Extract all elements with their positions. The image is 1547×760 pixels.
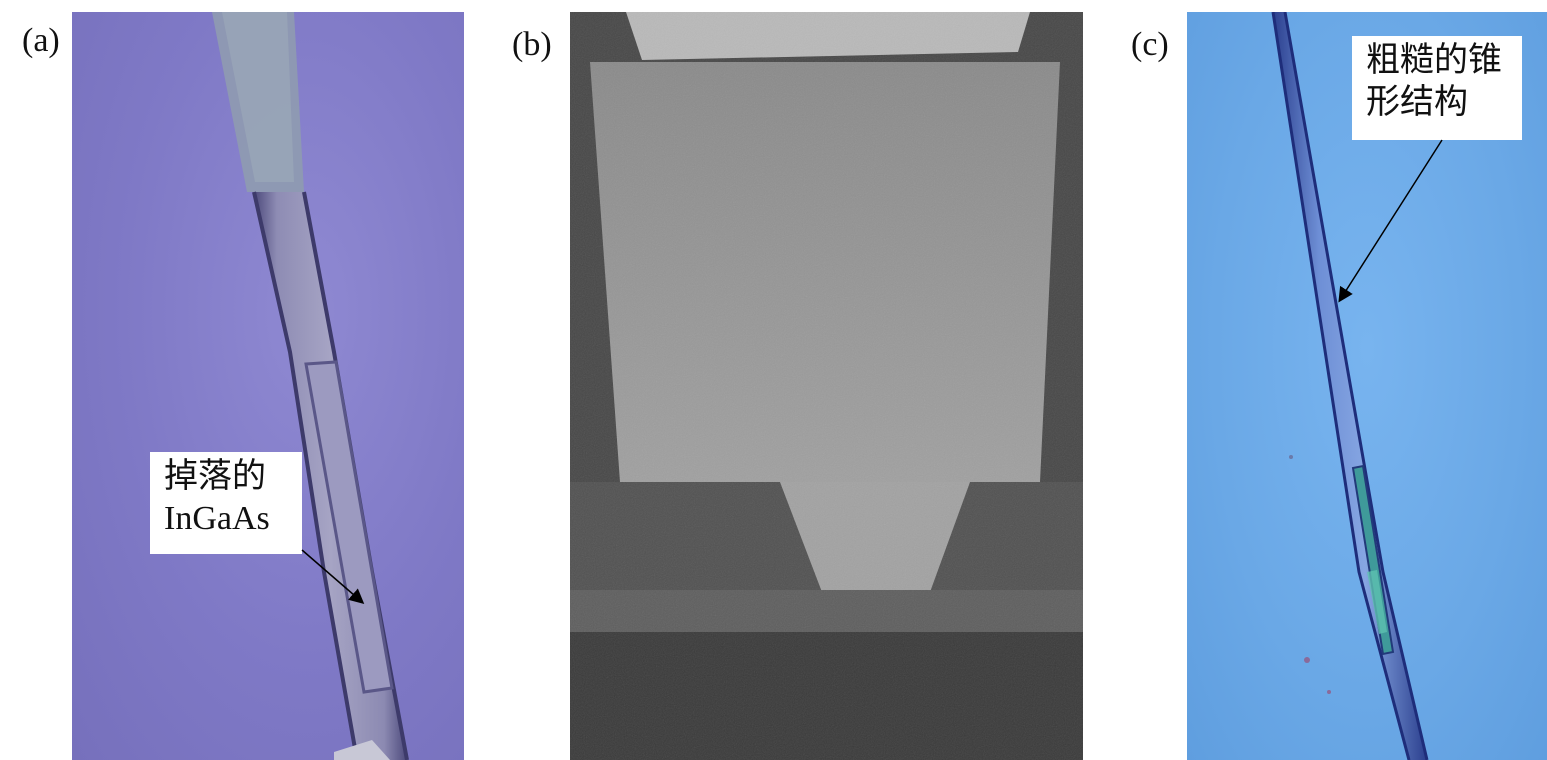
panel-a-label: (a) [22,22,60,59]
callout-a-line1: 掉落的 [164,458,266,495]
micrograph-c-drawing [1271,12,1429,760]
callout-a-line2: InGaAs [164,500,270,537]
callout-detached-ingaas: 掉落的 InGaAs [150,452,302,554]
panel-b-label: (b) [512,26,552,63]
micrograph-a-drawing [212,12,409,760]
callout-rough-cone: 粗糙的锥 形结构 [1352,36,1522,140]
optical-micrograph-a [72,12,464,760]
sem-b-drawing [570,12,1083,760]
callout-c-line2: 形结构 [1366,84,1468,121]
panel-c-label: (c) [1131,26,1169,63]
sem-image-b [570,12,1083,760]
callout-c-line1: 粗糙的锥 [1366,42,1502,79]
